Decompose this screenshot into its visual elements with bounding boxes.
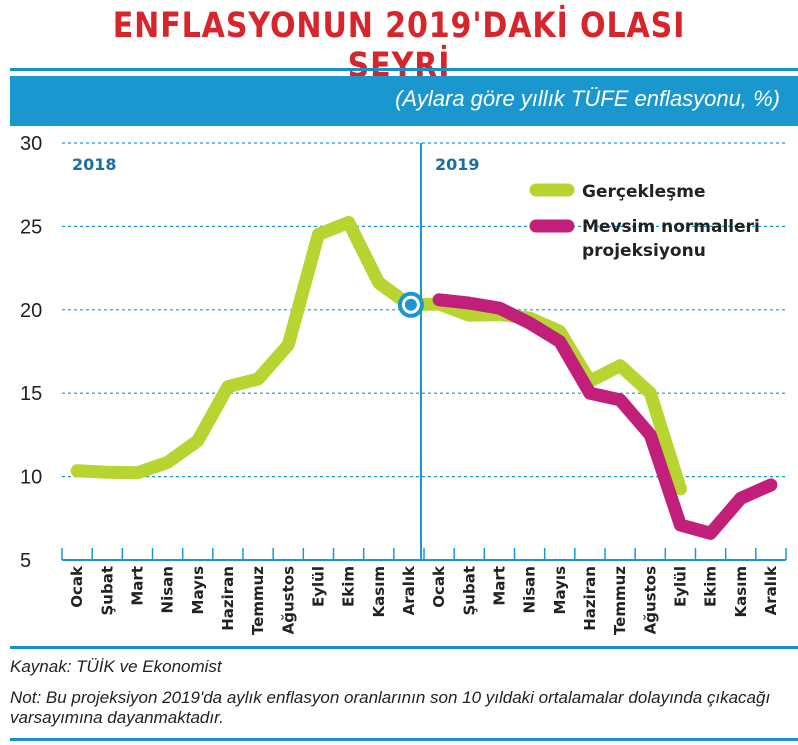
legend-label-projection-line2: projeksiyonu <box>582 241 706 261</box>
x-tick-label-8: Eylül <box>309 566 327 607</box>
series-line-1 <box>432 293 778 540</box>
x-tick-label-6: Temmuz <box>249 566 267 635</box>
x-tick-label-20: Eylül <box>671 566 689 607</box>
x-tick-label-12: Ocak <box>430 565 448 608</box>
x-tick-label-15: Nisan <box>521 566 539 613</box>
y-tick-label-5: 5 <box>20 550 31 572</box>
x-tick-label-3: Nisan <box>159 566 177 613</box>
legend-label-actual: Gerçekleşme <box>582 182 706 202</box>
x-tick-label-2: Mart <box>128 566 146 606</box>
y-tick-label-20: 20 <box>20 300 42 322</box>
y-tick-label-25: 25 <box>20 216 42 238</box>
y-tick-label-30: 30 <box>20 133 42 155</box>
x-tick-label-13: Şubat <box>460 566 478 616</box>
x-tick-label-5: Haziran <box>219 566 237 631</box>
series-line-0 <box>70 215 687 496</box>
chart-subtitle: (Aylara göre yıllık TÜFE enflasyonu, %) <box>395 86 780 111</box>
x-tick-label-14: Mart <box>490 566 508 606</box>
x-tick-label-18: Temmuz <box>611 566 629 635</box>
x-tick-label-1: Şubat <box>98 566 116 616</box>
series-layer <box>70 215 778 540</box>
x-tick-label-16: Mayıs <box>551 566 569 615</box>
legend: Gerçekleşme Mevsim normalleri projeksiyon… <box>529 182 760 261</box>
x-tick-label-21: Ekim <box>702 566 720 607</box>
year-label-2018: 2018 <box>72 155 117 174</box>
note-text: Not: Bu projeksiyon 2019'da aylık enflas… <box>10 688 771 727</box>
x-tick-label-19: Ağustos <box>641 566 659 634</box>
x-tick-label-7: Ağustos <box>279 566 297 634</box>
x-tick-label-17: Haziran <box>581 566 599 631</box>
x-tick-label-11: Aralık <box>400 565 418 615</box>
year-transition-marker <box>397 291 424 318</box>
legend-label-projection-line1: Mevsim normalleri <box>582 217 760 237</box>
x-tick-label-23: Aralık <box>762 565 780 615</box>
x-tick-label-9: Ekim <box>340 566 358 607</box>
x-tick-label-0: Ocak <box>68 565 86 608</box>
x-tick-label-10: Kasım <box>370 566 388 617</box>
bottom-divider <box>10 738 798 741</box>
x-tick-label-22: Kasım <box>732 566 750 617</box>
x-tick-label-4: Mayıs <box>189 566 207 615</box>
legend-label-projection: Mevsim normalleri projeksiyonu <box>582 217 760 261</box>
subtitle-bar: (Aylara göre yıllık TÜFE enflasyonu, %) <box>10 76 798 126</box>
chart-title: ENFLASYONUN 2019'DAKİ OLASI SEYRİ <box>112 6 686 86</box>
title-divider <box>10 68 798 71</box>
x-axis: Ocak Şubat Mart Nisan Mayıs Haziran Temmuz Ağus… <box>61 548 787 635</box>
source-text: Kaynak: TÜİK ve Ekonomist <box>10 657 222 676</box>
y-tick-label-15: 15 <box>20 383 42 405</box>
footer-divider <box>10 646 798 649</box>
year-label-2019: 2019 <box>435 155 480 174</box>
marker-center <box>404 298 417 311</box>
gridlines <box>62 142 786 478</box>
y-axis: 5 10 15 20 25 30 <box>20 133 42 572</box>
line-chart: 5 10 15 20 25 30 Ocak Şubat Mart Nisan Mayıs Hazir… <box>20 133 787 635</box>
y-tick-label-10: 10 <box>20 467 42 489</box>
